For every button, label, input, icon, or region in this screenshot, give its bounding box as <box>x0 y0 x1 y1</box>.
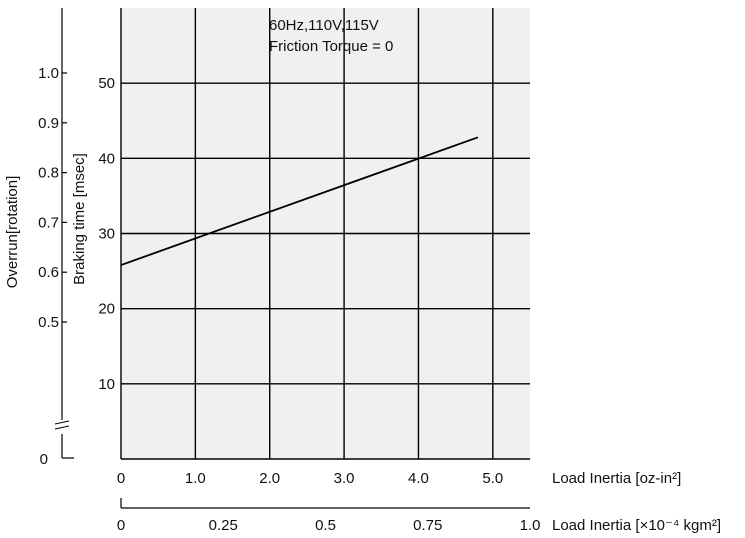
x-tick-label: 2.0 <box>259 470 280 487</box>
secondary-x-axis-label-prefix: Load Inertia <box>552 517 635 534</box>
series-line <box>120 136 479 266</box>
secondary-x-axis <box>120 498 530 509</box>
grid <box>120 8 530 460</box>
x-axis-label: Load Inertia [oz-in²] <box>552 470 681 487</box>
y-tick-label: 40 <box>98 150 115 167</box>
y-tick-label: 10 <box>98 376 115 393</box>
secondary-y-tick-label: 1.0 <box>38 65 59 82</box>
secondary-x-axis-label-unit: [×10⁻⁴ kgm²] <box>635 517 721 534</box>
secondary-x-tick-label: 0.25 <box>209 517 238 534</box>
secondary-y-tick-label: 0.7 <box>38 214 59 231</box>
secondary-x-tick-label: 0.75 <box>413 517 442 534</box>
secondary-x-tick-labels: 0 0.25 0.5 0.75 1.0 <box>117 517 541 534</box>
x-axis-label-prefix: Load Inertia <box>552 470 635 487</box>
series-group <box>120 136 479 266</box>
y-tick-label: 50 <box>98 75 115 92</box>
x-tick-label: 4.0 <box>408 470 429 487</box>
secondary-y-tick-label: 0.8 <box>38 165 59 182</box>
x-tick-label: 3.0 <box>334 470 355 487</box>
x-tick-label: 0 <box>117 470 125 487</box>
secondary-y-tick-label: 0.5 <box>38 314 59 331</box>
x-axis-label-unit: [oz-in²] <box>635 470 681 487</box>
x-tick-label: 1.0 <box>185 470 206 487</box>
secondary-y-tick-label: 0.9 <box>38 115 59 132</box>
x-tick-label: 5.0 <box>482 470 503 487</box>
secondary-x-tick-label: 1.0 <box>520 517 541 534</box>
annotation-line-2: Friction Torque = 0 <box>269 38 393 55</box>
secondary-y-tick-labels: 0.5 0.6 0.7 0.8 0.9 1.0 0 <box>38 65 59 468</box>
x-tick-labels: 0 1.0 2.0 3.0 4.0 5.0 <box>117 470 503 487</box>
y-tick-label: 30 <box>98 226 115 243</box>
secondary-y-axis-label: Overrun[rotation] <box>4 176 21 289</box>
secondary-x-tick-label: 0.5 <box>315 517 336 534</box>
secondary-y-zero-label: 0 <box>40 451 48 468</box>
secondary-x-axis-label: Load Inertia [×10⁻⁴ kgm²] <box>552 517 721 534</box>
annotation-line-1: 60Hz,110V,115V <box>269 17 379 34</box>
secondary-y-axis <box>54 8 74 459</box>
secondary-y-tick-label: 0.6 <box>38 264 59 281</box>
y-tick-label: 20 <box>98 301 115 318</box>
y-axis-label: Braking time [msec] <box>71 153 88 285</box>
secondary-x-tick-label: 0 <box>117 517 125 534</box>
y-tick-labels: 10 20 30 40 50 <box>98 75 115 393</box>
axis-break-mark <box>54 420 70 430</box>
